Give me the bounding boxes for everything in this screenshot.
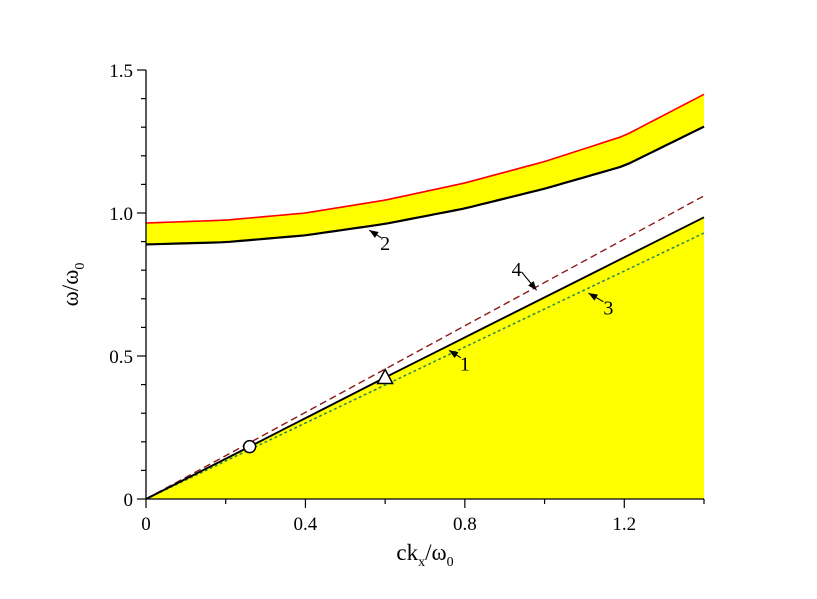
- curve-label-3: 3: [603, 298, 613, 320]
- curve-3-dotted-line: [145, 232, 705, 500]
- curve-label-2: 2: [380, 233, 390, 255]
- x-tick-label: 1.2: [612, 514, 636, 535]
- y-axis-title: ω/ω0: [58, 263, 88, 307]
- triangle-marker: [376, 367, 394, 385]
- x-axis-title: ckx/ω0: [396, 540, 453, 570]
- y-tick-label: 0: [124, 490, 134, 511]
- y-tick-label: 1.0: [109, 204, 133, 225]
- annotation-arrowhead: [528, 281, 537, 291]
- circle-marker: [242, 439, 257, 454]
- upper-band-fill: [146, 94, 704, 245]
- upper-band-edge-line: [145, 93, 705, 224]
- y-tick-label: 1.5: [109, 61, 133, 82]
- curve-4-dashed-line: [145, 195, 705, 500]
- annotation-arrowhead: [588, 293, 598, 301]
- curve-label-4: 4: [512, 259, 522, 281]
- x-tick-label: 0.4: [294, 514, 318, 535]
- annotation-arrowhead: [369, 230, 379, 238]
- x-tick-label: 0: [141, 514, 151, 535]
- curve-1-line: [145, 216, 705, 500]
- curve-label-1: 1: [460, 353, 470, 375]
- curve-2-line: [145, 125, 705, 246]
- x-tick-label: 0.8: [453, 514, 477, 535]
- y-tick-label: 0.5: [109, 347, 133, 368]
- annotation-arrowhead: [448, 350, 459, 359]
